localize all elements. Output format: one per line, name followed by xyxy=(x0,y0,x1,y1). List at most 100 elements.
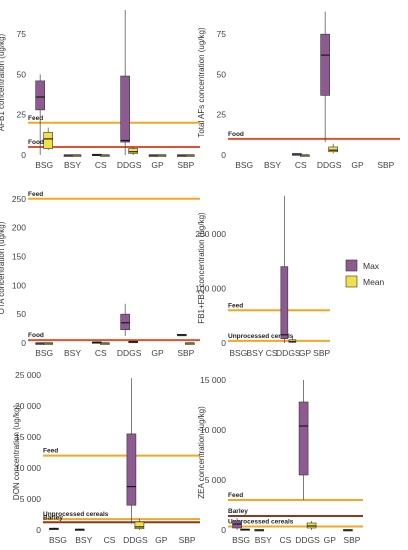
y-tick-label: 200 xyxy=(12,223,26,233)
x-tick-label-gp: GP xyxy=(324,535,337,545)
legend: Max Mean xyxy=(345,259,385,288)
x-tick-label-bsg: BSG xyxy=(49,535,67,545)
y-axis-label: OTA concentration (ug/kg) xyxy=(0,221,6,314)
y-tick-label: 15 000 xyxy=(200,375,226,385)
y-tick-label: 50 xyxy=(17,309,27,319)
threshold-label-unprocessed-cereals: Unprocessed cereals xyxy=(228,519,294,526)
x-tick-label-gp: GP xyxy=(151,348,164,358)
y-axis-label: Total AFs concentration (ug/kg) xyxy=(197,27,206,138)
x-tick-label-bsy: BSY xyxy=(75,535,92,545)
x-tick-label-ddgs: DDGS xyxy=(295,535,320,545)
box-mean-ddgs xyxy=(328,146,338,153)
box-mean-bsg xyxy=(43,132,53,149)
y-tick-label: 250 xyxy=(12,194,26,204)
x-tick-label-bsg: BSG xyxy=(235,160,253,170)
x-tick-label-cs: CS xyxy=(95,348,107,358)
x-tick-label-bsg: BSG xyxy=(35,160,53,170)
threshold-label-feed: Feed xyxy=(28,115,43,122)
threshold-label-unprocessed-cereals: Unprocessed cereals xyxy=(228,333,294,340)
y-axis-label: ZEA concentration (ug/kg) xyxy=(197,406,206,499)
box-max-ddgs xyxy=(120,313,130,331)
y-tick-label: 0 xyxy=(36,525,41,535)
legend-key-max xyxy=(345,259,358,272)
x-tick-label-bsg: BSG xyxy=(229,348,247,358)
chart-panel-1: 0 25 50 75 AFB1 concentration (ug/kg) BSG BSY C… xyxy=(0,10,200,170)
legend-key-mean xyxy=(345,275,358,288)
x-tick-label-gp: GP xyxy=(351,160,364,170)
y-tick-label: 25 xyxy=(217,110,227,120)
threshold-label-feed: Feed xyxy=(28,191,43,198)
chart-panel-5: 0 5 000 10 000 15 000 20 000 25 000 DON concen… xyxy=(12,370,200,545)
x-tick-label-gp: GP xyxy=(151,160,164,170)
x-tick-label-cs: CS xyxy=(266,348,278,358)
threshold-label-barley: Barley xyxy=(43,514,63,521)
threshold-label-food: Food xyxy=(228,131,244,138)
x-tick-label-cs: CS xyxy=(104,535,116,545)
chart-panel-3: 0 50 100 150 200 250 OTA concentration (ug/kg)… xyxy=(0,191,200,358)
y-tick-label: 0 xyxy=(21,150,26,160)
x-tick-label-bsy: BSY xyxy=(264,160,281,170)
box-max-ddgs xyxy=(280,266,289,339)
x-tick-label-ddgs: DDGS xyxy=(117,160,142,170)
y-tick-label: 200 000 xyxy=(195,229,226,239)
box-max-ddgs xyxy=(298,401,309,476)
box-max-ddgs xyxy=(120,75,130,143)
legend-label-max: Max xyxy=(363,261,380,271)
x-tick-label-gp: GP xyxy=(155,535,168,545)
y-tick-label: 15 000 xyxy=(15,432,41,442)
x-tick-label-ddgs: DDGS xyxy=(317,160,342,170)
x-tick-label-sbp: SBP xyxy=(377,160,394,170)
x-tick-label-sbp: SBP xyxy=(313,348,330,358)
y-axis-label: AFB1 concentration (ug/kg) xyxy=(0,33,6,131)
threshold-label-feed: Feed xyxy=(43,448,58,455)
y-tick-label: 100 xyxy=(12,280,26,290)
chart-panel-6: 0 5 000 10 000 15 000 ZEA concentration (ug/… xyxy=(197,375,363,545)
y-tick-label: 10 000 xyxy=(200,425,226,435)
threshold-label-feed: Feed xyxy=(228,492,243,499)
x-tick-label-bsy: BSY xyxy=(255,535,272,545)
x-tick-label-bsg: BSG xyxy=(35,348,53,358)
threshold-label-unprocessed-cereals: Unprocessed cereals xyxy=(43,511,109,518)
threshold-label-food: Food xyxy=(28,332,44,339)
y-tick-label: 0 xyxy=(221,150,226,160)
x-tick-label-gp: GP xyxy=(299,348,312,358)
y-tick-label: 0 xyxy=(221,525,226,535)
x-tick-label-sbp: SBP xyxy=(343,535,360,545)
threshold-label-barley: Barley xyxy=(228,508,248,515)
y-tick-label: 10 000 xyxy=(15,463,41,473)
y-tick-label: 0 xyxy=(221,338,226,348)
chart-panel-2: 0 25 50 75 Total AFs concentration (ug/kg) BS… xyxy=(197,11,400,170)
x-tick-label-ddgs: DDGS xyxy=(123,535,148,545)
box-mean-ddgs xyxy=(128,148,138,154)
threshold-label-food: Food xyxy=(28,139,44,146)
y-tick-label: 5 000 xyxy=(20,494,42,504)
threshold-label-feed: Feed xyxy=(228,302,243,309)
y-tick-label: 75 xyxy=(17,29,27,39)
x-tick-label-sbp: SBP xyxy=(177,348,194,358)
box-max-bsg xyxy=(35,80,45,111)
x-tick-label-bsg: BSG xyxy=(232,535,250,545)
y-tick-label: 100 000 xyxy=(195,283,226,293)
x-tick-label-ddgs: DDGS xyxy=(117,348,142,358)
box-max-ddgs xyxy=(126,433,137,506)
y-tick-label: 5 000 xyxy=(205,475,227,485)
y-tick-label: 25 000 xyxy=(15,370,41,380)
y-tick-label: 150 xyxy=(12,251,26,261)
x-tick-label-cs: CS xyxy=(295,160,307,170)
x-tick-label-bsy: BSY xyxy=(246,348,263,358)
y-tick-label: 50 xyxy=(17,69,27,79)
x-tick-label-bsy: BSY xyxy=(64,160,81,170)
x-tick-label-cs: CS xyxy=(280,535,292,545)
y-tick-label: 75 xyxy=(217,29,227,39)
y-axis-label: FB1+FB2 concentration (ug/kg) xyxy=(197,212,206,324)
x-tick-label-bsy: BSY xyxy=(64,348,81,358)
legend-label-mean: Mean xyxy=(363,277,385,287)
x-tick-label-sbp: SBP xyxy=(177,160,194,170)
y-axis-label: DON concentration (ug/kg) xyxy=(12,405,21,500)
x-tick-label-cs: CS xyxy=(95,160,107,170)
y-tick-label: 50 xyxy=(217,69,227,79)
x-tick-label-sbp: SBP xyxy=(179,535,196,545)
